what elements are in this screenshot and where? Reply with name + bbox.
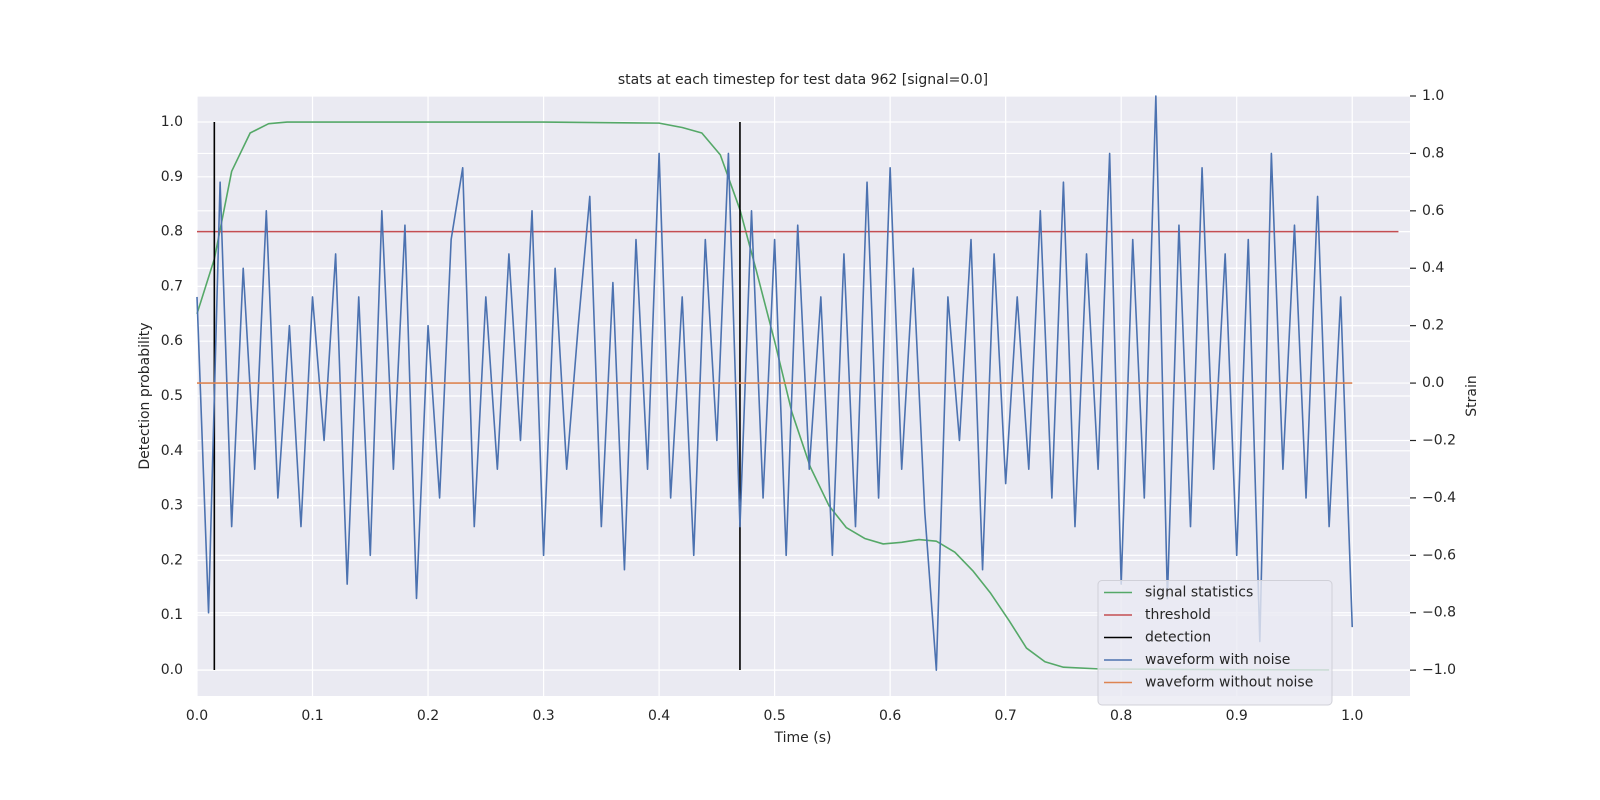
y-tick-label: 0.8 (161, 224, 183, 240)
legend-label: waveform with noise (1145, 652, 1290, 668)
x-tick-label: 0.7 (995, 708, 1017, 724)
y-tick-label: 0.0 (161, 662, 183, 678)
legend-box (1097, 580, 1333, 706)
y2-tick-label: 0.8 (1422, 145, 1444, 161)
legend-label: threshold (1145, 607, 1211, 623)
y2-tick-label: −0.8 (1422, 605, 1456, 621)
y-tick-label: 1.0 (161, 114, 183, 130)
y2-tick-label: −1.0 (1422, 662, 1456, 678)
y-axis-label: Detection probability (137, 322, 153, 469)
y-tick-label: 0.1 (161, 607, 183, 623)
x-tick-label: 0.4 (648, 708, 670, 724)
y-tick-label: 0.6 (161, 333, 183, 349)
y-tick-label: 0.5 (161, 388, 183, 404)
x-tick-label: 0.9 (1226, 708, 1248, 724)
x-tick-label: 1.0 (1341, 708, 1363, 724)
y-tick-label: 0.9 (161, 169, 183, 185)
y2-tick-label: 0.0 (1422, 375, 1444, 391)
y2-axis-label: Strain (1464, 375, 1480, 416)
series-line (196, 121, 1330, 671)
legend: signal statistics threshold detection wavef… (1097, 580, 1333, 706)
legend-label: waveform without noise (1145, 675, 1313, 691)
y-tick-label: 0.3 (161, 498, 183, 514)
y2-tick-label: 0.2 (1422, 318, 1444, 334)
x-tick-label: 0.0 (186, 708, 208, 724)
x-tick-label: 0.8 (1110, 708, 1132, 724)
y2-tick-label: 0.6 (1422, 203, 1444, 219)
lines (196, 95, 1399, 671)
y2-tick-label: 1.0 (1422, 88, 1444, 104)
legend-label: signal statistics (1145, 585, 1253, 601)
chart-title: stats at each timestep for test data 962… (618, 72, 988, 88)
y-tick-label: 0.2 (161, 552, 183, 568)
x-tick-label: 0.1 (301, 708, 323, 724)
x-tick-label: 0.2 (417, 708, 439, 724)
y-tick-label: 0.4 (161, 443, 183, 459)
y-tick-label: 0.7 (161, 278, 183, 294)
x-tick-label: 0.6 (879, 708, 901, 724)
x-axis-label: Time (s) (774, 730, 832, 746)
y2-tick-label: −0.6 (1422, 547, 1456, 563)
x-tick-label: 0.3 (532, 708, 554, 724)
y2-tick-label: −0.2 (1422, 432, 1456, 448)
legend-label: detection (1145, 630, 1211, 646)
x-tick-label: 0.5 (763, 708, 785, 724)
y2-tick-label: −0.4 (1422, 490, 1456, 506)
y2-tick-label: 0.4 (1422, 260, 1444, 276)
